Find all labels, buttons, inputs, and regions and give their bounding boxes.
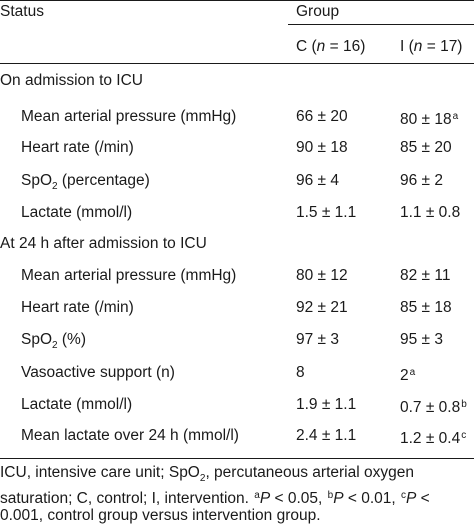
footnote-text: ICU, intensive care unit; SpO: [0, 464, 200, 481]
row-i-value: 85 ± 18: [400, 299, 452, 316]
row-i-value: 82 ± 11: [400, 267, 451, 284]
col-c-n: n: [316, 38, 326, 55]
value-text: 2: [400, 367, 409, 384]
row-label: SpO2 (%): [21, 331, 86, 355]
status-header: Status: [0, 3, 44, 20]
bottom-rule: [0, 458, 474, 459]
row-c-value: 66 ± 20: [296, 108, 348, 125]
top-rule: [0, 0, 474, 1]
row-i-value: 80 ± 18a: [400, 108, 458, 129]
row-label: Lactate (mmol/l): [21, 204, 133, 221]
row-c-value: 1.9 ± 1.1: [296, 396, 357, 413]
header-rule: [0, 63, 474, 64]
label-subscript: 2: [52, 181, 58, 192]
col-i-header: I (n = 17): [400, 38, 462, 56]
row-label: Mean arterial pressure (mmHg): [21, 108, 237, 125]
row-c-value: 80 ± 12: [296, 267, 348, 284]
row-c-value: 2.4 ± 1.1: [296, 427, 357, 444]
footnote-marker: b: [461, 399, 467, 410]
row-i-value: 1.2 ± 0.4c: [400, 427, 466, 448]
row-c-value: 92 ± 21: [296, 299, 348, 316]
row-label: Heart rate (/min): [21, 139, 134, 156]
col-i-n: n: [413, 38, 423, 55]
row-c-value: 96 ± 4: [296, 172, 339, 189]
value-text: 0.7 ± 0.8: [400, 399, 461, 416]
label-subscript: 2: [52, 340, 58, 351]
col-i-text: I (: [400, 38, 414, 55]
footnote-marker: c: [461, 430, 467, 441]
row-c-value: 90 ± 18: [296, 139, 348, 156]
row-label: Lactate (mmol/l): [21, 396, 133, 413]
col-i-count: = 17): [422, 38, 463, 55]
row-label: Mean lactate over 24 h (mmol/l): [21, 427, 239, 444]
row-label: Heart rate (/min): [21, 299, 134, 316]
footnote-marker: a: [409, 367, 416, 378]
table-footnote: ICU, intensive care unit; SpO2, percutan…: [0, 464, 474, 524]
col-c-header: C (n = 16): [296, 38, 365, 56]
row-c-value: 8: [296, 364, 305, 381]
label-text: SpO: [21, 172, 53, 189]
row-i-value: 2a: [400, 364, 415, 385]
footnote-text: , percutaneous arterial oxygen saturatio…: [0, 464, 414, 507]
footnote-p: P: [333, 490, 344, 507]
label-text-post: (percentage): [57, 172, 150, 189]
footnote-p: P: [406, 490, 417, 507]
row-c-value: 97 ± 3: [296, 331, 339, 348]
label-text: SpO: [21, 331, 53, 348]
row-i-value: 96 ± 2: [400, 172, 443, 189]
row-i-value: 85 ± 20: [400, 139, 452, 156]
footnote-marker: b: [327, 490, 334, 501]
row-label: SpO2 (percentage): [21, 172, 150, 196]
row-label: Mean arterial pressure (mmHg): [21, 267, 237, 284]
section-title: At 24 h after admission to ICU: [0, 235, 207, 252]
value-text: 1.2 ± 0.4: [400, 430, 461, 447]
group-rule: [288, 24, 474, 25]
footnote-marker: c: [401, 490, 407, 501]
row-i-value: 0.7 ± 0.8b: [400, 396, 467, 417]
footnote-text: < 0.01,: [343, 490, 401, 507]
row-c-value: 1.5 ± 1.1: [296, 204, 357, 221]
footnote-marker: a: [254, 490, 260, 501]
group-header: Group: [296, 3, 340, 20]
row-i-value: 95 ± 3: [400, 331, 443, 348]
row-label: Vasoactive support (n): [21, 364, 175, 381]
row-i-value: 1.1 ± 0.8: [400, 204, 461, 221]
footnote-marker: a: [452, 111, 459, 122]
footnote-text: < 0.05,: [270, 490, 327, 507]
value-text: 80 ± 18: [400, 111, 452, 128]
footnote-subscript: 2: [199, 473, 206, 484]
col-c-count: = 16): [325, 38, 366, 55]
footnote-p: P: [259, 490, 271, 507]
label-text-post: (%): [57, 331, 86, 348]
section-title: On admission to ICU: [0, 72, 143, 89]
col-c-text: C (: [296, 38, 317, 55]
